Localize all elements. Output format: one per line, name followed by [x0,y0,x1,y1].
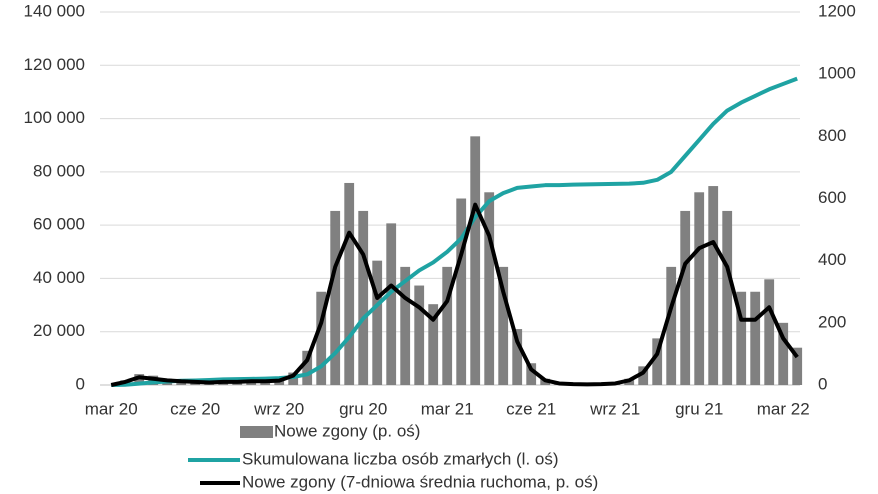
bar [316,291,327,385]
y-tick-label: 60 000 [33,215,85,234]
y-tick-label: 40 000 [33,268,85,287]
x-tick-label: gru 20 [339,399,387,418]
bar [484,192,495,385]
y-tick-label: 80 000 [33,161,85,180]
y2-tick-label: 400 [818,250,846,269]
x-tick-label: cze 20 [170,399,220,418]
bar [330,210,341,385]
y2-tick-label: 1000 [818,64,856,83]
bar [666,266,677,385]
y2-tick-label: 0 [818,374,827,393]
legend-swatch [240,426,273,438]
bar [792,347,803,385]
bar [498,266,509,385]
bar [414,285,425,385]
line [110,202,799,387]
x-tick-label: cze 21 [506,399,556,418]
x-tick-label: gru 21 [675,399,723,418]
bar [680,210,691,385]
bar [638,366,649,385]
y2-tick-label: 600 [818,188,846,207]
x-tick-label: mar 22 [757,399,810,418]
bar [708,186,719,385]
legend-label: Nowe zgony (p. oś) [274,421,420,440]
x-tick-label: mar 20 [85,399,138,418]
bar [722,210,733,385]
line [111,76,798,387]
y-tick-label: 100 000 [24,108,85,127]
y-tick-label: 0 [76,374,85,393]
x-tick-label: wrz 20 [253,399,304,418]
legend-label: Nowe zgony (7-dniowa średnia ruchoma, p.… [242,472,598,491]
bar [442,266,453,385]
bar [134,374,145,385]
bar [764,279,775,385]
x-tick-label: mar 21 [421,399,474,418]
y2-tick-label: 800 [818,126,846,145]
legend-label: Skumulowana liczba osób zmarłych (l. oś) [242,449,559,468]
bar [358,210,369,385]
x-tick-label: wrz 21 [589,399,640,418]
y-tick-label: 20 000 [33,321,85,340]
bar [456,198,467,385]
bar [386,223,397,385]
y-tick-label: 120 000 [24,55,85,74]
bar [428,304,439,385]
bar [694,192,705,385]
bar [400,266,411,385]
y2-tick-label: 1200 [818,1,856,20]
y2-tick-label: 200 [818,312,846,331]
y-tick-label: 140 000 [24,1,85,20]
bar [344,182,355,385]
bar [652,338,663,385]
bar [372,260,383,385]
bar [750,291,761,385]
bar [778,322,789,385]
bar [470,136,481,385]
bar [512,329,523,385]
bar [736,291,747,385]
bar [526,363,537,385]
bar [302,350,313,385]
